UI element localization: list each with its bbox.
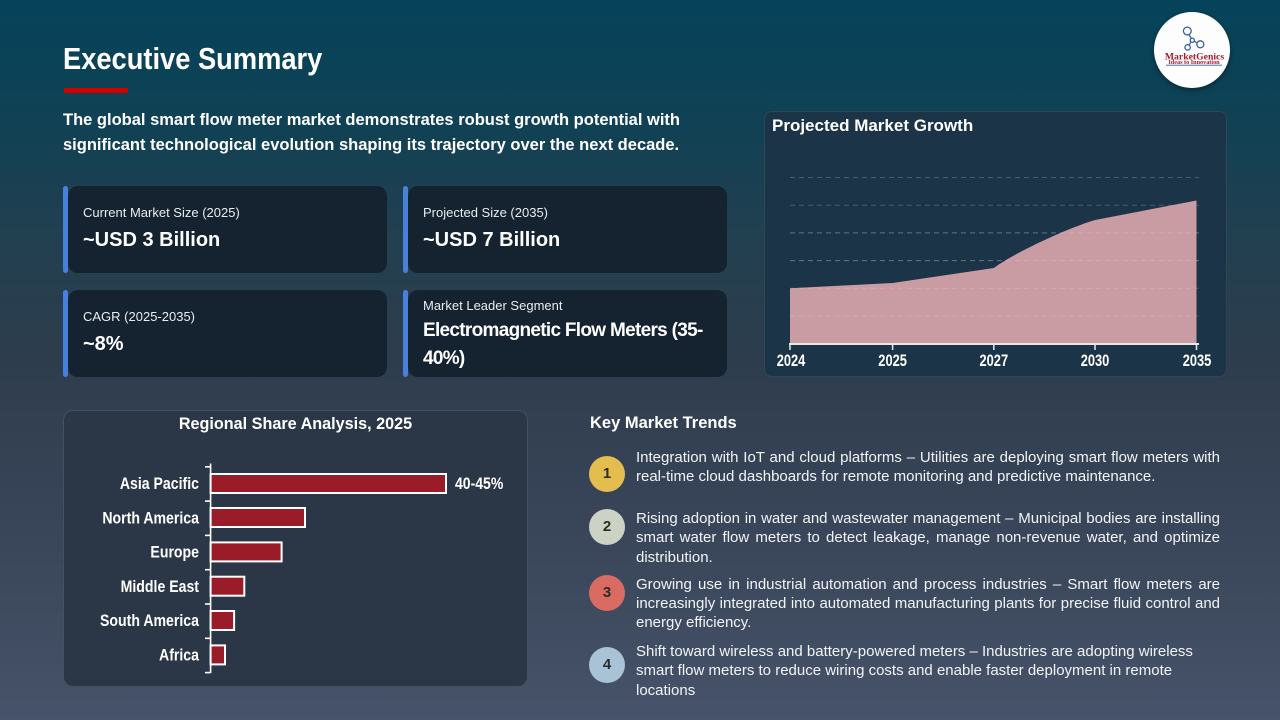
svg-text:2030: 2030 <box>1081 353 1110 371</box>
svg-text:Ideas to Innovation: Ideas to Innovation <box>1168 59 1220 66</box>
svg-text:2027: 2027 <box>979 353 1008 371</box>
svg-text:40-45%: 40-45% <box>455 475 504 493</box>
svg-text:South America: South America <box>100 612 199 630</box>
svg-text:2035: 2035 <box>1183 353 1212 371</box>
svg-text:MarketGenics: MarketGenics <box>1165 51 1224 62</box>
svg-text:Europe: Europe <box>150 544 199 562</box>
svg-text:Africa: Africa <box>159 647 199 665</box>
svg-text:Middle East: Middle East <box>121 578 199 596</box>
svg-text:North America: North America <box>102 509 199 527</box>
svg-text:Asia Pacific: Asia Pacific <box>120 475 200 493</box>
svg-text:2024: 2024 <box>777 353 806 371</box>
svg-text:2025: 2025 <box>878 353 907 371</box>
